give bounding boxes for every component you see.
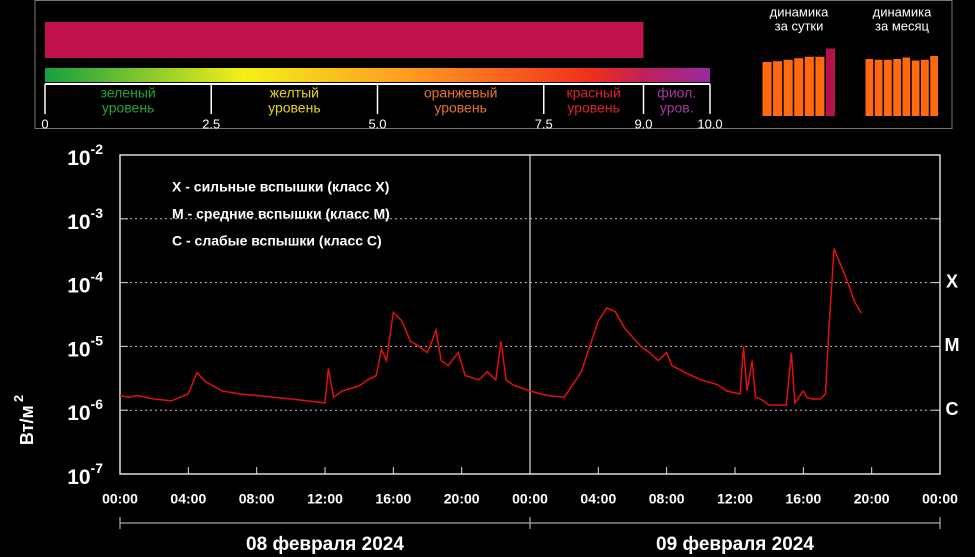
mini-chart-title: за месяц [875,18,930,33]
gauge-tick-label: 5.0 [368,116,386,131]
mini-bar [865,59,874,116]
zone-label: уровень [567,100,620,116]
y-axis-label: Вт/м 2 [11,395,36,445]
x-tick-label: 00:00 [922,491,958,507]
y-tick-base: 10 [67,466,90,489]
y-tick-exponent: -4 [91,268,104,284]
gauge-bar [45,22,644,58]
x-tick-label: 00:00 [512,491,548,507]
mini-chart-title: за сутки [775,18,824,33]
mini-bar [911,60,920,116]
x-tick-label: 08:00 [239,491,275,507]
zone-label: уров. [660,100,694,116]
y-tick-label: 10-7 [67,460,103,489]
y-tick-label: 10-4 [67,268,103,297]
y-tick-label: 10-5 [67,332,103,361]
y-tick-base: 10 [67,274,90,297]
mini-bar [825,48,835,116]
gauge-tick-label: 10.0 [697,116,722,131]
y-tick-base: 10 [67,402,90,425]
y-tick-base: 10 [67,147,90,170]
x-tick-label: 04:00 [580,491,616,507]
mini-bar [804,56,814,116]
x-tick-label: 12:00 [717,491,753,507]
mini-bar [884,59,892,116]
date-label: 09 февраля 2024 [656,534,814,555]
y-tick-base: 10 [67,210,90,233]
y-tick-exponent: -2 [91,141,104,157]
level-scale [45,68,710,82]
x-tick-label: 12:00 [307,491,343,507]
date-label: 08 февраля 2024 [246,534,404,555]
mini-bar [762,62,772,116]
gauge-tick-label: 0 [41,116,48,131]
y-tick-exponent: -3 [91,205,104,221]
mini-bar [921,59,929,116]
x-tick-label: 16:00 [785,491,821,507]
top-panel [34,0,953,129]
mini-bar [874,59,883,116]
x-tick-label: 20:00 [854,491,890,507]
mini-bar [893,59,901,116]
x-tick-label: 04:00 [170,491,206,507]
y-axis-label-text: Вт/м [17,405,37,445]
gauge-tick-label: 9.0 [634,116,652,131]
y-tick-exponent: -7 [91,460,104,476]
zone-label: зеленый [101,85,156,101]
y-tick-exponent: -6 [91,396,104,412]
y-tick-label: 10-2 [67,141,103,170]
mini-bar [930,56,938,116]
mini-bar [794,58,804,116]
class-label: X [946,271,958,291]
legend-text: X - сильные вспышки (класс X) [172,179,389,195]
zone-label: уровень [434,100,487,116]
legend-text: C - слабые вспышки (класс C) [172,233,382,249]
class-label: C [946,399,959,419]
zone-label: красный [566,85,620,101]
gauge-tick-label: 7.5 [535,116,553,131]
mini-bar [902,57,911,116]
legend-text: M - средние вспышки (класс M) [172,206,390,222]
mini-bar [773,61,783,116]
x-tick-label: 20:00 [444,491,480,507]
gauge-tick-label: 2.5 [202,116,220,131]
y-axis-label-exponent: 2 [11,395,26,402]
flux-line [119,248,863,406]
x-tick-label: 00:00 [102,491,138,507]
zone-label: уровень [102,100,155,116]
y-tick-label: 10-6 [67,396,103,425]
y-tick-label: 10-3 [67,205,103,234]
mini-bar [815,56,825,116]
mini-chart-title: динамика [770,4,829,19]
y-tick-exponent: -5 [91,332,104,348]
zone-label: уровень [268,100,321,116]
zone-label: желтый [270,85,319,101]
x-tick-label: 08:00 [649,491,685,507]
zone-label: оранжевый [424,85,498,101]
mini-chart-title: динамика [873,4,932,19]
class-label: M [945,335,960,355]
zone-label: фиол. [657,85,696,101]
mini-bar [783,59,793,116]
y-tick-base: 10 [67,338,90,361]
x-tick-label: 16:00 [375,491,411,507]
